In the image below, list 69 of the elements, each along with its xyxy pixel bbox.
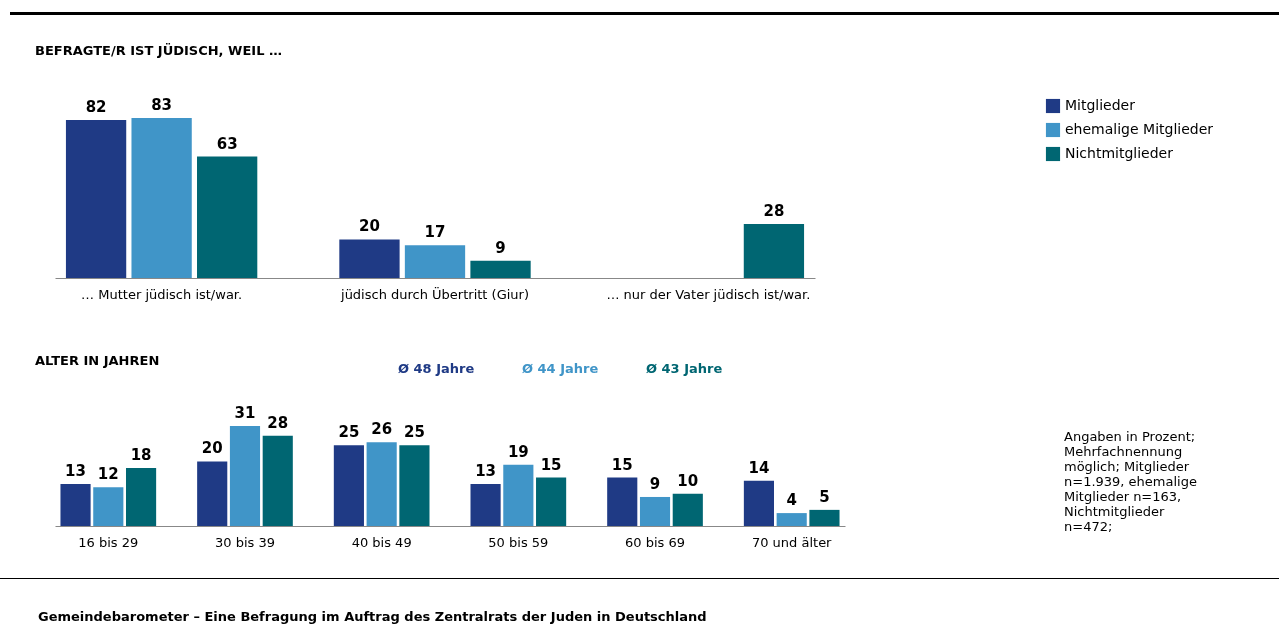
x-tick-label: jüdisch durch Übertritt (Giur) <box>340 285 529 302</box>
data-label: 15 <box>611 455 633 474</box>
legend-label: ehemalige Mitglieder <box>1065 121 1214 137</box>
data-label: 83 <box>151 96 173 114</box>
x-tick-label: 30 bis 39 <box>214 534 275 550</box>
bar <box>93 487 124 526</box>
bar <box>197 461 228 526</box>
bar <box>639 496 671 526</box>
bar <box>743 224 805 278</box>
data-label: 19 <box>507 442 529 461</box>
bar <box>65 119 127 278</box>
bar <box>366 442 397 526</box>
text: Ø 44 Jahre <box>522 361 599 376</box>
x-tick-label: 16 bis 29 <box>78 534 139 550</box>
data-label: 82 <box>85 97 107 116</box>
bar <box>776 513 807 526</box>
bar <box>503 464 534 526</box>
data-label: 18 <box>130 445 152 464</box>
bar <box>743 480 774 526</box>
data-label: 14 <box>748 458 770 477</box>
data-label: 31 <box>234 404 256 422</box>
data-label: 25 <box>338 423 360 442</box>
x-tick-label: 50 bis 59 <box>488 534 549 550</box>
data-label: 17 <box>424 223 446 242</box>
data-label: 12 <box>97 465 119 484</box>
legend-label: Mitglieder <box>1065 97 1136 113</box>
bar <box>262 435 293 526</box>
bar <box>197 156 258 278</box>
data-label: 13 <box>475 462 497 481</box>
bar <box>607 477 638 526</box>
text: Gemeindebarometer – Eine Befragung im Auftrag des Zentralrats der Juden in Deutschland <box>0 578 1279 624</box>
x-tick-label: 70 und älter <box>751 534 833 550</box>
text: Ø 48 Jahre <box>398 361 475 376</box>
data-label: 28 <box>267 413 289 432</box>
data-label: 9 <box>495 238 506 257</box>
data-label: 20 <box>359 217 380 236</box>
bar <box>339 239 400 278</box>
bar <box>399 445 430 526</box>
data-label: 26 <box>371 420 393 439</box>
data-label: 10 <box>677 471 699 490</box>
legend-label: Nichtmitglieder <box>1065 145 1174 161</box>
bar <box>470 484 501 526</box>
x-tick-label: … Mutter jüdisch ist/war. <box>81 286 243 302</box>
data-label: 28 <box>763 202 785 221</box>
chart-title: ALTER IN JAHREN <box>35 353 160 368</box>
data-label: 20 <box>201 439 223 458</box>
bar <box>229 426 261 526</box>
bar <box>404 245 466 278</box>
x-tick-label: … nur der Vater jüdisch ist/war. <box>606 286 811 302</box>
data-label: 4 <box>786 491 797 510</box>
x-tick-label: 40 bis 49 <box>351 534 412 550</box>
bar <box>333 445 364 526</box>
text: Angaben in Prozent; Mehrfachnennung möglich; Mitglieder n=1.939, ehemalige Mitglieder n=163, Nichtmitglieder n=472; <box>1064 429 1198 535</box>
bar <box>126 467 157 526</box>
bar <box>60 484 91 526</box>
bar <box>809 509 840 526</box>
bar <box>536 477 567 526</box>
data-label: 63 <box>216 134 238 153</box>
bar <box>131 118 192 278</box>
text: Ø 43 Jahre <box>646 361 723 376</box>
bar <box>672 493 703 526</box>
chart-title: BEFRAGTE/R IST JÜDISCH, WEIL … <box>35 43 282 58</box>
data-label: 9 <box>649 474 661 493</box>
data-label: 5 <box>819 487 830 506</box>
bar <box>470 260 531 278</box>
data-label: 13 <box>65 462 86 481</box>
data-label: 15 <box>540 455 562 474</box>
data-label: 25 <box>403 423 425 442</box>
x-tick-label: 60 bis 69 <box>625 534 686 550</box>
